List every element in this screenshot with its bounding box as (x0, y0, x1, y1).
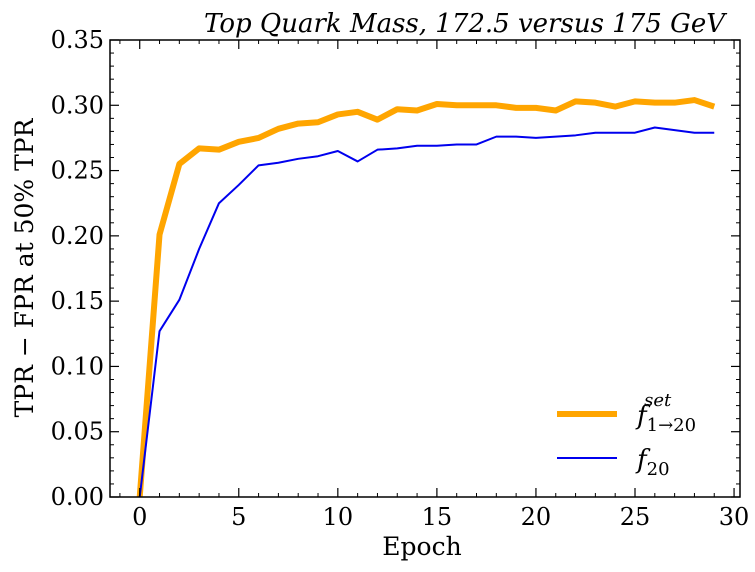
x-tick-label: 20 (521, 503, 552, 531)
y-tick-label: 0.20 (51, 222, 104, 250)
y-tick-label: 0.05 (51, 418, 104, 446)
y-tick-label: 0.25 (51, 157, 104, 185)
chart-title: Top Quark Mass, 172.5 versus 175 GeV (204, 9, 727, 39)
x-tick-label: 5 (231, 503, 246, 531)
series-line-f1to20-set (136, 97, 716, 497)
plot-area (136, 97, 716, 497)
series-line-f20 (138, 126, 715, 497)
x-tick-label: 15 (422, 503, 453, 531)
x-tick-label: 0 (132, 503, 147, 531)
x-tick-label: 30 (719, 503, 750, 531)
y-axis-label: TPR − FPR at 50% TPR (10, 117, 39, 417)
y-tick-label: 0.35 (51, 26, 104, 54)
legend-entry: f20 (635, 445, 670, 480)
legend: f1→20set f20 (557, 390, 696, 480)
x-tick-label: 25 (620, 503, 651, 531)
legend-entry: f1→20set (635, 390, 696, 436)
y-tick-label: 0.10 (51, 352, 104, 380)
y-tick-label: 0.15 (51, 287, 104, 315)
axes: 0 5 10 15 20 25 30 0.00 0.05 0.10 0.15 0.20 0.25 0.30… (51, 26, 750, 531)
y-tick-label: 0.00 (51, 483, 104, 511)
x-tick-label: 10 (323, 503, 354, 531)
plot-frame (109, 39, 741, 498)
x-axis-label: Epoch (382, 532, 461, 561)
y-tick-label: 0.30 (51, 91, 104, 119)
